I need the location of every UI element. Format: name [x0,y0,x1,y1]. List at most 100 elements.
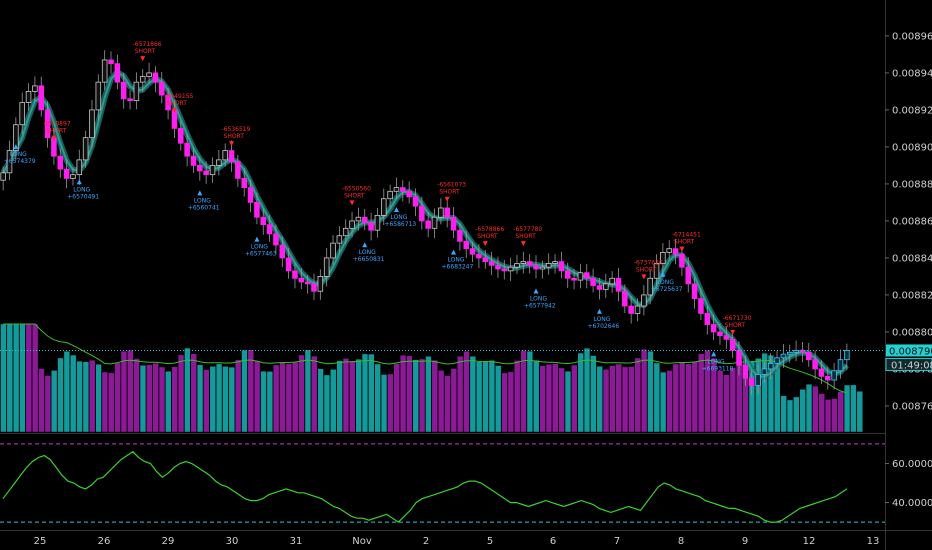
volume-bar [679,361,686,433]
candle-body [44,109,51,139]
volume-bar [564,371,572,433]
countdown-value: 01:49:08 [891,360,932,371]
candle-body [818,368,825,377]
volume-bar [247,349,254,433]
volume-bar [482,361,489,433]
candle-body [19,102,25,126]
volume-bar [336,360,343,433]
candle-body [723,335,730,340]
volume-bar [6,323,13,433]
candle-body [114,63,121,83]
volume-bar [25,323,32,433]
volume-bar [330,369,337,433]
candle-body [178,128,184,144]
volume-bar [209,366,216,433]
volume-bar [196,364,204,433]
volume-bar [95,364,102,433]
short-signal-value: -6671730 [723,315,752,322]
candle-body [698,298,704,314]
volume-bar [843,384,851,433]
volume-bar [501,372,508,433]
oscillator-axis[interactable]: 60.0000 40.0000 [885,459,932,509]
volume-bar [63,351,70,433]
last-price-tag-background [886,344,932,357]
volume-bar [177,354,185,433]
up-arrow-icon [660,271,666,277]
volume-bar [583,347,591,433]
volume-bar [755,358,762,433]
candle-body [412,196,419,207]
volume-bar [780,395,787,433]
long-signal-label: LONG [390,214,407,221]
candle-body [254,202,260,218]
down-arrow-icon [730,329,736,335]
volume-bar [799,389,806,433]
volume-bar [602,369,610,433]
short-signal-value: -6714451 [672,232,701,239]
volume-bar [127,349,134,433]
candle-body [748,377,755,386]
candle-body [425,220,431,229]
volume-bar [704,349,711,433]
candle-body [165,94,171,111]
candle-body [235,161,241,179]
volume-bar [412,359,419,433]
volume-bar [469,356,476,433]
candle-body [380,198,387,216]
candle-body [431,216,438,229]
candle-body [520,261,527,264]
candle-body [729,338,736,351]
volume-bar [374,363,381,433]
volume-bar [380,374,388,433]
volume-bar [805,384,813,433]
candle-body [406,190,412,198]
candle-body [146,72,152,78]
volume-bar [723,374,730,433]
volume-bar [273,364,280,433]
time-tick-label: 30 [226,536,239,547]
volume-bar [387,373,394,433]
candle-body [127,98,133,102]
candle-body [361,216,368,224]
candle-body [812,359,818,370]
last-price-tag: 0.008790 [886,344,932,357]
volume-bar [476,361,483,433]
long-signal: LONG+6586713 [384,207,416,228]
time-tick-label: 5 [487,536,493,547]
candle-body [457,229,463,242]
volume-bar [444,375,451,433]
volume-bar [729,367,737,433]
candle-body [304,281,311,285]
down-arrow-icon [51,135,57,141]
volume-bar [520,349,527,433]
volume-bar [495,365,502,433]
time-tick-label: 25 [34,536,47,547]
volume-bar [190,353,197,433]
moving-average-ribbon [0,68,849,380]
volume-bar [114,362,121,433]
candle-body [89,109,95,139]
volume-bar [450,368,457,433]
long-signal: LONG+6702646 [587,308,619,330]
volume-bar [323,374,331,433]
volume-bar [406,355,413,433]
down-arrow-icon [140,56,146,62]
candle-body [336,235,343,244]
volume-bar [368,353,375,433]
long-signal: LONG+6683247 [442,249,473,271]
time-axis[interactable]: 25 26 29 30 31 Nov 2 5 6 7 8 9 12 13 [34,536,880,547]
volume-bar [425,356,432,433]
candle-body [526,261,533,266]
short-signal-label: SHORT [725,322,746,329]
candle-body [285,257,292,272]
volume-bar [634,357,641,433]
volume-bar [621,366,629,433]
volume-bar [76,360,83,433]
